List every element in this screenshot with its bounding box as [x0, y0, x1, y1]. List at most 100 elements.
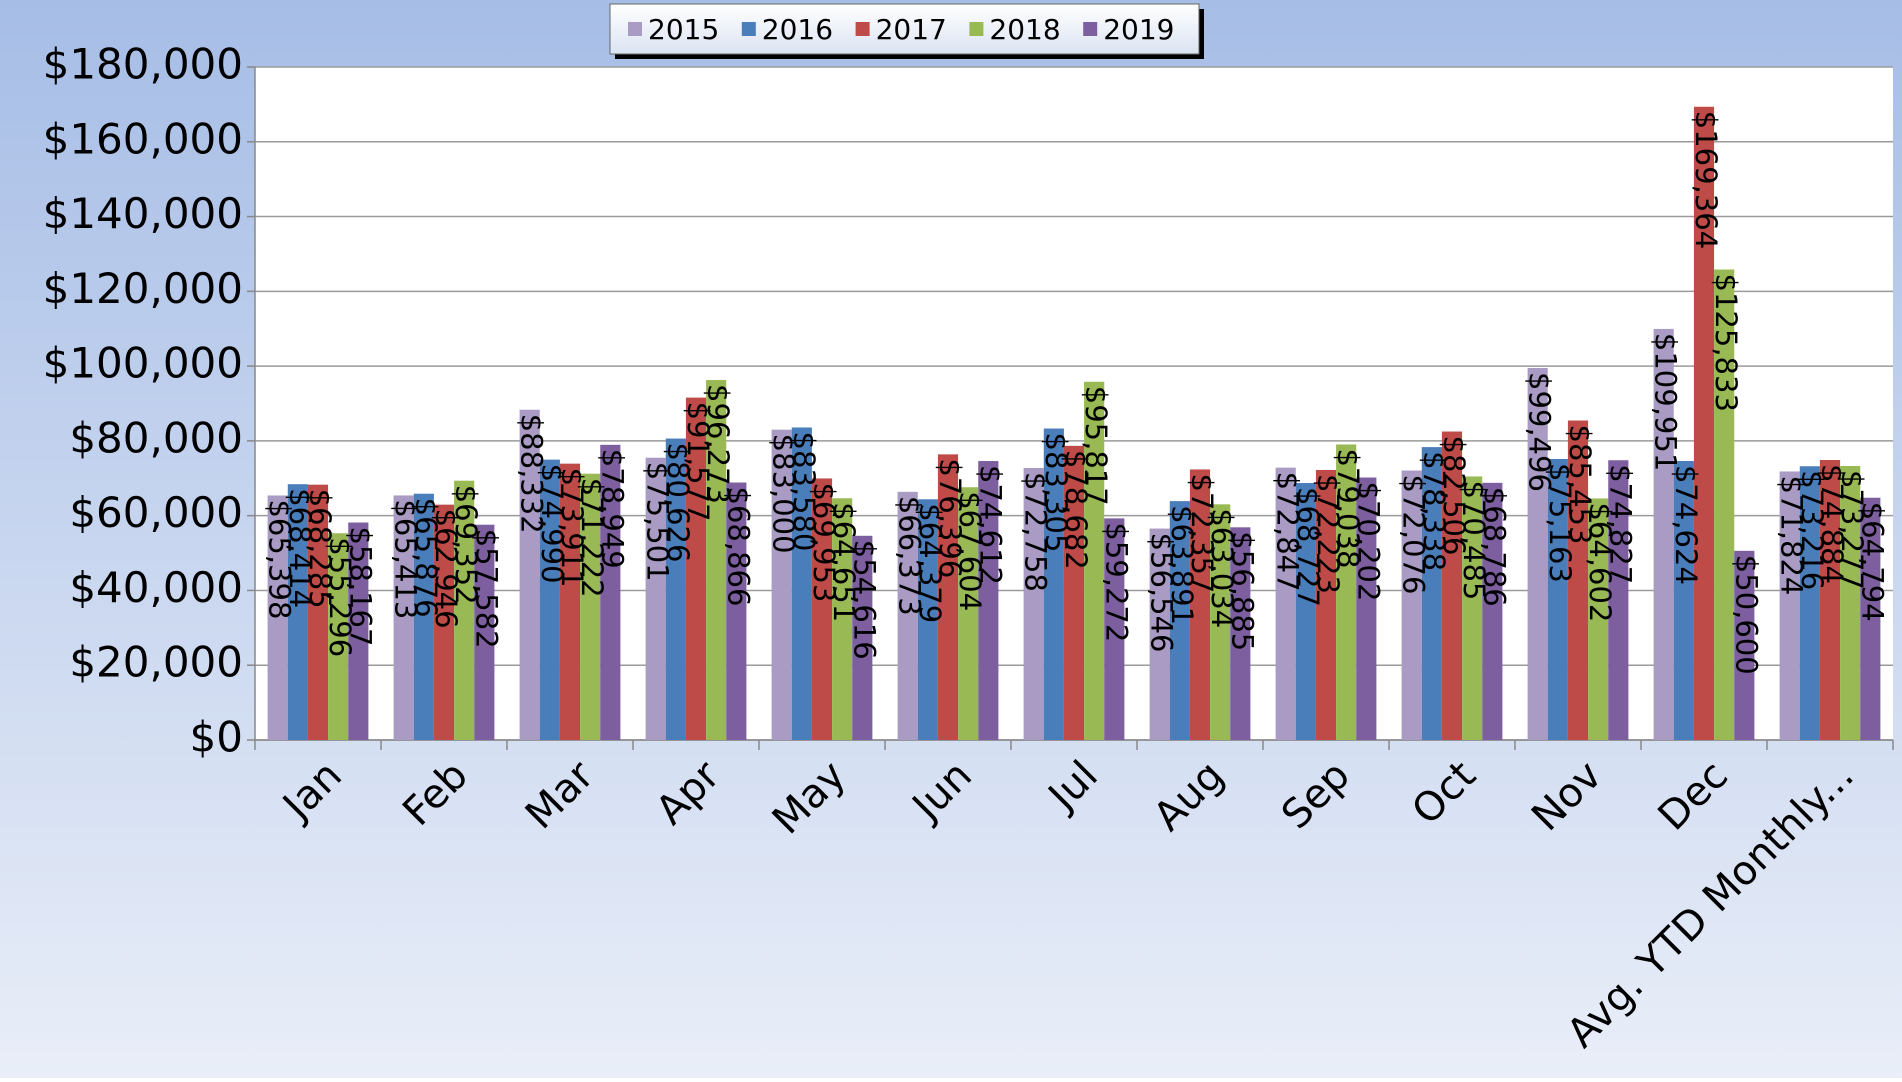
- value-label: $69,352: [449, 485, 483, 605]
- bar: [1189, 469, 1211, 740]
- bar: [1441, 431, 1463, 740]
- legend-swatch: [628, 22, 642, 36]
- bar: [791, 427, 812, 740]
- y-tick-label: $100,000: [43, 339, 243, 388]
- y-tick-label: $20,000: [69, 638, 243, 687]
- value-label: $88,332: [515, 414, 549, 534]
- bar: [1799, 466, 1820, 740]
- value-label: $83,305: [1039, 433, 1073, 553]
- bar: [852, 535, 873, 740]
- bar: [917, 499, 938, 740]
- bar: [1295, 483, 1316, 740]
- y-tick-label: $40,000: [69, 563, 243, 612]
- value-label: $99,496: [1523, 372, 1557, 492]
- value-label: $68,414: [283, 488, 317, 608]
- bar: [937, 454, 959, 740]
- value-label: $71,222: [575, 478, 609, 598]
- bar: [1547, 458, 1568, 740]
- bar: [1693, 106, 1715, 740]
- value-label: $91,577: [681, 402, 715, 522]
- value-label: $68,786: [1477, 487, 1511, 607]
- bar: [645, 457, 666, 740]
- legend-label: 2018: [989, 13, 1060, 46]
- value-label: $67,604: [953, 491, 987, 611]
- bar: [1588, 498, 1609, 740]
- bar: [897, 491, 918, 740]
- y-tick-label: $160,000: [43, 114, 243, 163]
- bar: [685, 397, 707, 740]
- value-label: $68,866: [721, 487, 755, 607]
- value-label: $72,076: [1397, 475, 1431, 595]
- bar: [1734, 550, 1755, 740]
- bar: [1527, 367, 1548, 740]
- value-label: $85,453: [1563, 425, 1597, 545]
- bar: [1063, 445, 1085, 740]
- value-label: $56,885: [1225, 531, 1259, 651]
- bar: [1819, 460, 1841, 740]
- value-label: $79,038: [1331, 448, 1365, 568]
- value-label: $125,833: [1709, 274, 1743, 412]
- bar: [1230, 527, 1251, 740]
- legend-box: [609, 3, 1200, 55]
- value-label: $63,034: [1205, 508, 1239, 628]
- value-label: $83,000: [767, 434, 801, 554]
- value-label: $66,373: [893, 496, 927, 616]
- value-label: $74,884: [1815, 464, 1849, 584]
- value-label: $73,277: [1835, 470, 1869, 590]
- bar: [1462, 476, 1483, 740]
- bar: [328, 533, 349, 740]
- bar: [454, 480, 475, 740]
- value-label: $74,990: [535, 464, 569, 584]
- bar: [958, 487, 979, 740]
- value-label: $72,357: [1185, 473, 1219, 593]
- bar: [1023, 467, 1044, 740]
- bar: [580, 473, 601, 740]
- value-label: $72,223: [1311, 474, 1345, 594]
- value-label: $78,949: [595, 449, 629, 569]
- value-label: $58,167: [343, 527, 377, 647]
- value-label: $64,651: [827, 502, 861, 622]
- value-label: $50,600: [1729, 555, 1763, 675]
- bar: [706, 380, 727, 740]
- bar: [413, 493, 434, 740]
- value-label: $71,824: [1775, 475, 1809, 595]
- value-label: $96,273: [701, 384, 735, 504]
- bar: [1169, 501, 1190, 740]
- bar: [393, 495, 414, 740]
- value-label: $64,794: [1855, 502, 1889, 622]
- legend-swatch: [855, 22, 870, 36]
- value-label: $80,626: [661, 443, 695, 563]
- value-label: $57,582: [469, 529, 503, 649]
- value-label: $63,891: [1165, 505, 1199, 625]
- bar: [1336, 444, 1357, 740]
- value-label: $56,546: [1145, 533, 1179, 653]
- bar: [267, 495, 288, 740]
- bar: [1860, 497, 1881, 740]
- bar: [1421, 447, 1442, 740]
- legend-swatch: [741, 22, 756, 36]
- y-tick-label: $180,000: [43, 40, 243, 89]
- legend-label: 2015: [648, 13, 719, 46]
- value-label: $70,202: [1351, 482, 1385, 602]
- bar: [1653, 328, 1674, 740]
- value-label: $55,296: [323, 537, 357, 657]
- bar: [287, 484, 308, 740]
- bar: [1714, 269, 1735, 740]
- value-label: $169,364: [1689, 111, 1723, 249]
- bar: [1149, 528, 1170, 740]
- value-label: $73,911: [555, 468, 589, 588]
- value-label: $72,758: [1019, 472, 1053, 592]
- bar: [811, 478, 833, 740]
- y-tick-label: $80,000: [69, 413, 243, 462]
- value-label: $59,272: [1099, 522, 1133, 642]
- bar: [1673, 460, 1694, 740]
- value-label: $72,847: [1271, 472, 1305, 592]
- value-label: $65,876: [409, 498, 443, 618]
- value-label: $70,485: [1457, 480, 1491, 600]
- legend-label: 2016: [762, 13, 833, 46]
- bar: [1084, 381, 1105, 740]
- bar: [978, 461, 999, 740]
- value-label: $65,398: [263, 499, 297, 619]
- bar: [1779, 471, 1800, 740]
